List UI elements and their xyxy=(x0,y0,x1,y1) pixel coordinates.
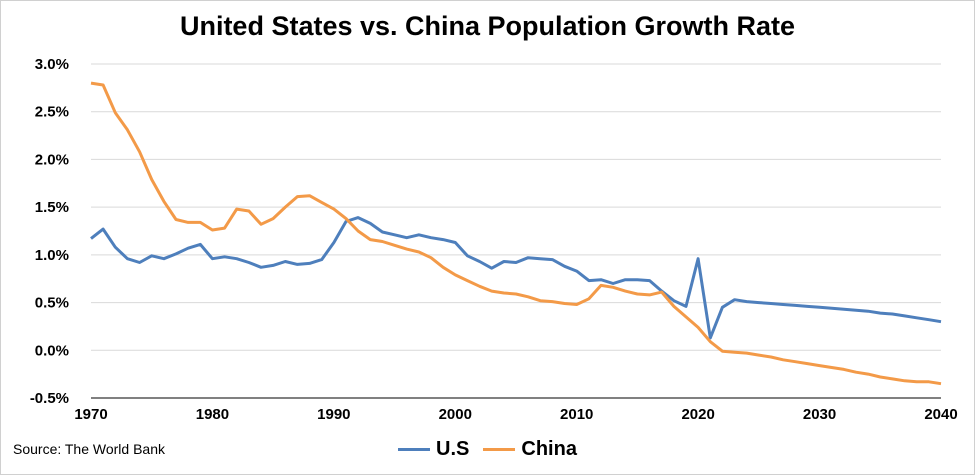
chart-title: United States vs. China Population Growt… xyxy=(179,11,796,41)
x-tick-label: 2010 xyxy=(560,406,593,423)
y-tick-label: 2.5% xyxy=(35,104,69,121)
y-tick-label: 1.0% xyxy=(35,247,69,264)
legend-swatch-us xyxy=(398,448,431,451)
legend-item-us: U.S xyxy=(398,438,469,461)
legend-label-china: China xyxy=(521,438,577,460)
legend-label-us: U.S xyxy=(436,438,470,460)
x-tick-label: 2040 xyxy=(924,406,957,423)
y-tick-labels: 3.0% 2.5% 2.0% 1.5% 1.0% 0.5% 0.0% -0.5% xyxy=(30,56,69,407)
legend: U.S China xyxy=(1,438,974,461)
y-tick-label: 0.0% xyxy=(35,342,69,359)
legend-item-china: China xyxy=(483,438,577,461)
x-tick-labels: 1970 1980 1990 2000 2010 2020 2030 2040 xyxy=(74,406,957,423)
y-tick-label: 0.5% xyxy=(35,295,69,312)
series-line-china xyxy=(90,81,942,386)
x-tick-label: 2000 xyxy=(439,406,472,423)
series-lines xyxy=(90,81,942,386)
legend-swatch-china xyxy=(483,448,516,451)
gridlines xyxy=(91,63,941,399)
y-tick-label: 2.0% xyxy=(35,151,69,168)
x-tick-label: 2020 xyxy=(681,406,714,423)
x-tick-label: 1990 xyxy=(317,406,350,423)
x-tick-label: 1980 xyxy=(196,406,229,423)
x-tick-label: 2030 xyxy=(803,406,836,423)
x-tick-label: 1970 xyxy=(74,406,107,423)
y-tick-label: -0.5% xyxy=(30,390,69,407)
y-tick-label: 3.0% xyxy=(35,56,69,73)
source-note: Source: The World Bank xyxy=(13,441,166,457)
y-tick-label: 1.5% xyxy=(35,199,69,216)
series-line-us xyxy=(90,216,942,340)
